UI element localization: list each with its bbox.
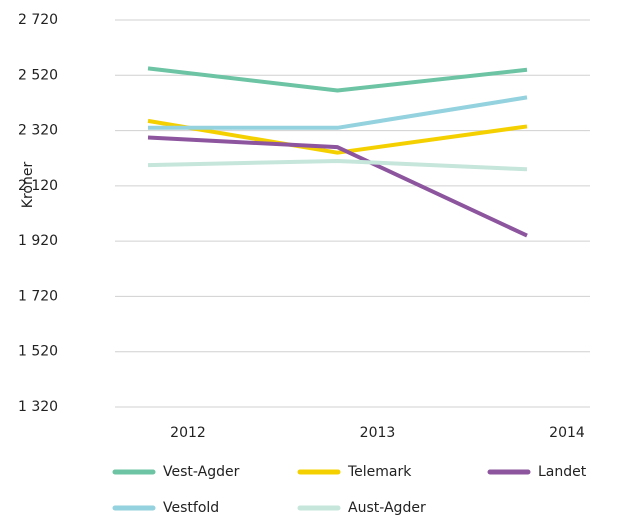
y-axis-label: Kroner: [20, 162, 36, 209]
legend-label: Vest-Agder: [163, 464, 240, 480]
data-line: [147, 66, 528, 93]
data-line: [148, 95, 528, 130]
data-line: [147, 135, 528, 238]
legend-label: Aust-Agder: [348, 500, 426, 516]
y-tick-label: 1 320: [18, 399, 58, 415]
legend-label: Vestfold: [163, 500, 219, 516]
data-line: [147, 158, 528, 172]
legend-label: Landet: [538, 464, 587, 480]
y-tick-label: 2 320: [18, 123, 58, 139]
x-tick-label: 2012: [170, 425, 206, 441]
y-tick-label: 1 520: [18, 344, 58, 360]
y-tick-label: 1 720: [18, 288, 58, 304]
y-tick-label: 2 720: [18, 12, 58, 28]
legend-label: Telemark: [347, 464, 412, 480]
x-tick-label: 2014: [549, 425, 585, 441]
y-tick-label: 1 920: [18, 233, 58, 249]
data-line: [147, 118, 528, 155]
y-tick-label: 2 120: [18, 178, 58, 194]
x-tick-label: 2013: [360, 425, 396, 441]
y-tick-label: 2 520: [18, 67, 58, 83]
